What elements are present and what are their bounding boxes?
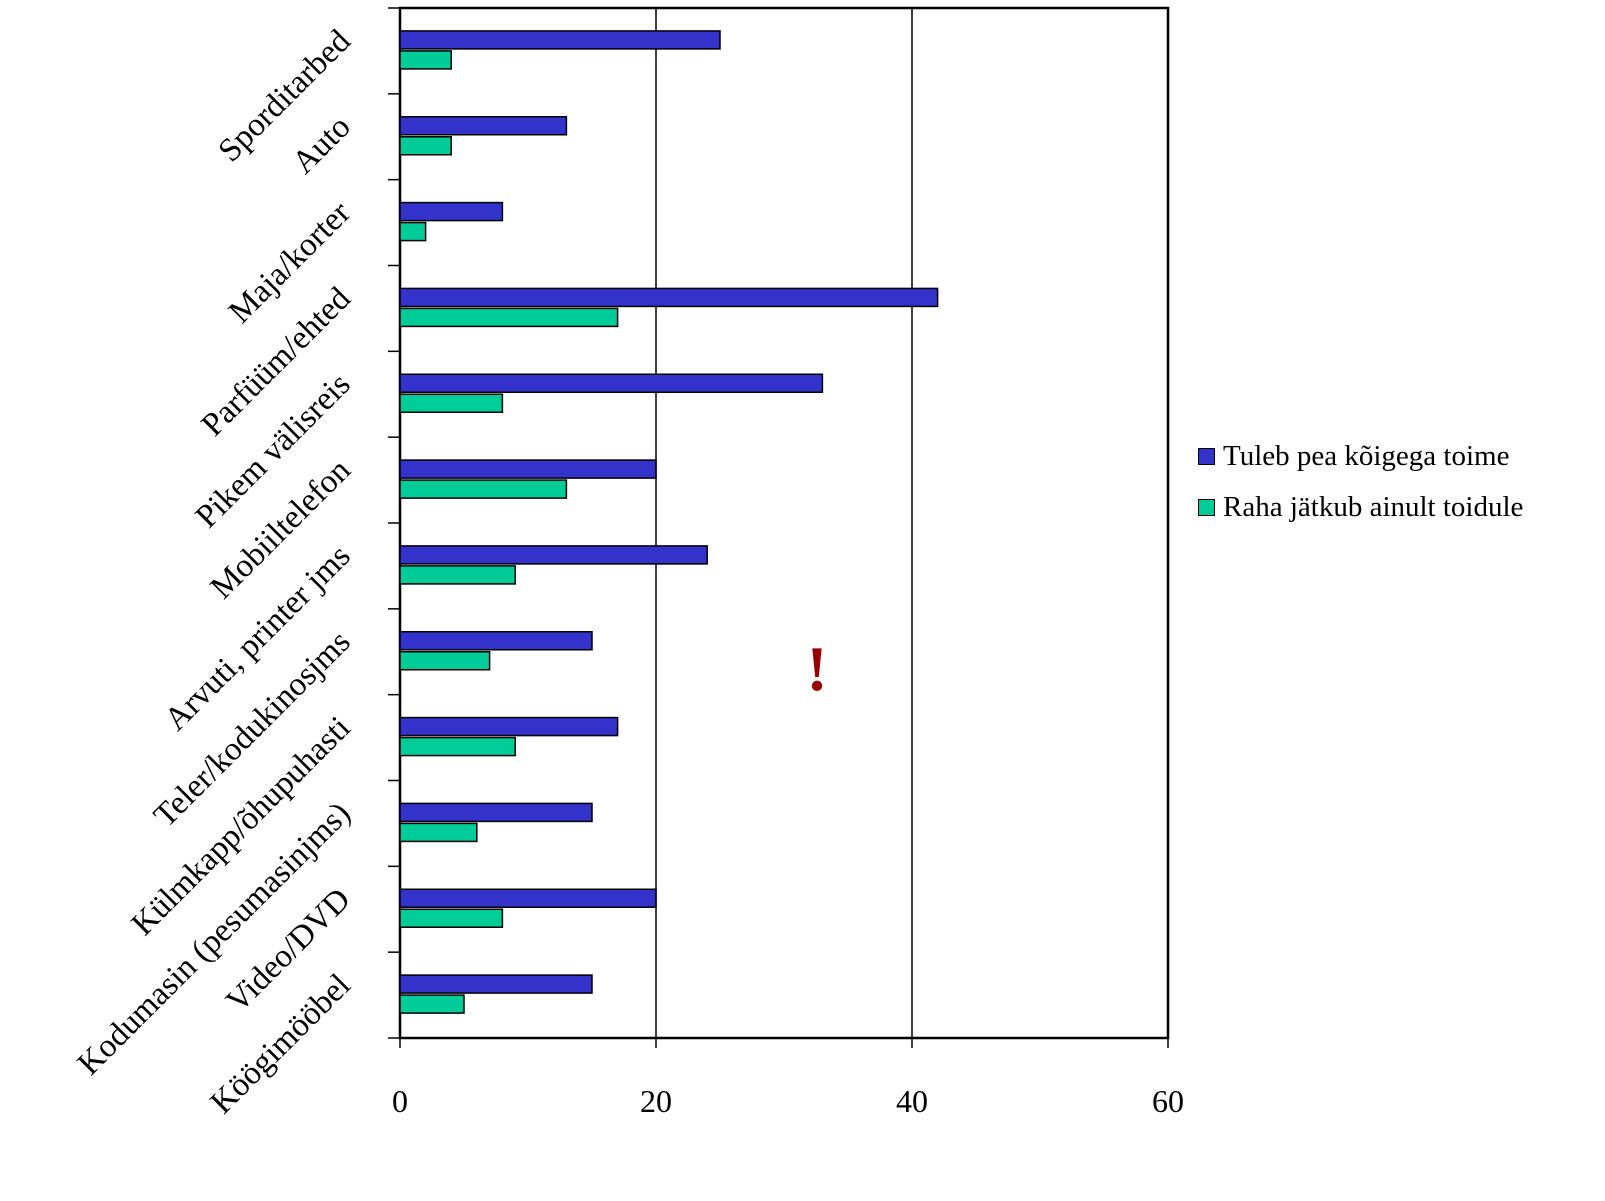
- legend-label-series-2: Raha jätkub ainult toidule: [1223, 490, 1524, 523]
- x-tick-label-3: 60: [1152, 1083, 1184, 1119]
- legend-swatch-series-2: [1198, 498, 1215, 516]
- bar-series-2-10: [399, 822, 478, 843]
- bar-series-1-4: [399, 287, 939, 308]
- legend-label-series-1: Tuleb pea kõigega toime: [1223, 439, 1510, 472]
- legend-swatch-series-1: [1198, 447, 1215, 465]
- bar-series-2-9: [399, 736, 516, 757]
- annotation-exclamation: !: [806, 633, 827, 704]
- bar-series-2-4: [399, 307, 619, 328]
- bar-series-1-5: [399, 373, 824, 393]
- x-tick-label-1: 20: [640, 1083, 672, 1119]
- bar-series-1-7: [399, 545, 708, 565]
- bar-series-2-2: [399, 136, 452, 156]
- bar-series-1-3: [399, 201, 504, 222]
- category-label-4: Parfüüm/ehted: [195, 280, 358, 443]
- bar-series-1-6: [399, 459, 657, 479]
- bar-series-2-7: [399, 565, 516, 585]
- bar-series-2-3: [399, 221, 427, 242]
- legend: Tuleb pea kõigega toime Raha jätkub ainu…: [1198, 438, 1523, 540]
- x-tick-label-0: 0: [392, 1083, 408, 1119]
- category-label-2: Auto: [286, 109, 358, 181]
- plot-frame: [398, 6, 1170, 1040]
- x-tick-label-2: 40: [896, 1083, 928, 1119]
- bar-series-2-5: [399, 393, 504, 413]
- bar-series-2-8: [399, 651, 491, 671]
- bar-series-1-12: [399, 974, 593, 994]
- bar-series-1-8: [399, 631, 593, 651]
- bar-series-2-11: [399, 908, 504, 928]
- bar-series-1-9: [399, 716, 619, 737]
- bar-series-1-11: [399, 888, 657, 908]
- bar-series-2-1: [399, 50, 452, 70]
- legend-item-series-2: Raha jätkub ainult toidule: [1198, 489, 1523, 525]
- legend-item-series-1: Tuleb pea kõigega toime: [1198, 438, 1523, 474]
- bar-series-1-10: [399, 802, 593, 823]
- bar-series-1-2: [399, 116, 568, 136]
- bar-series-2-6: [399, 479, 568, 499]
- bar-series-1-1: [399, 30, 721, 50]
- bar-series-2-12: [399, 994, 465, 1014]
